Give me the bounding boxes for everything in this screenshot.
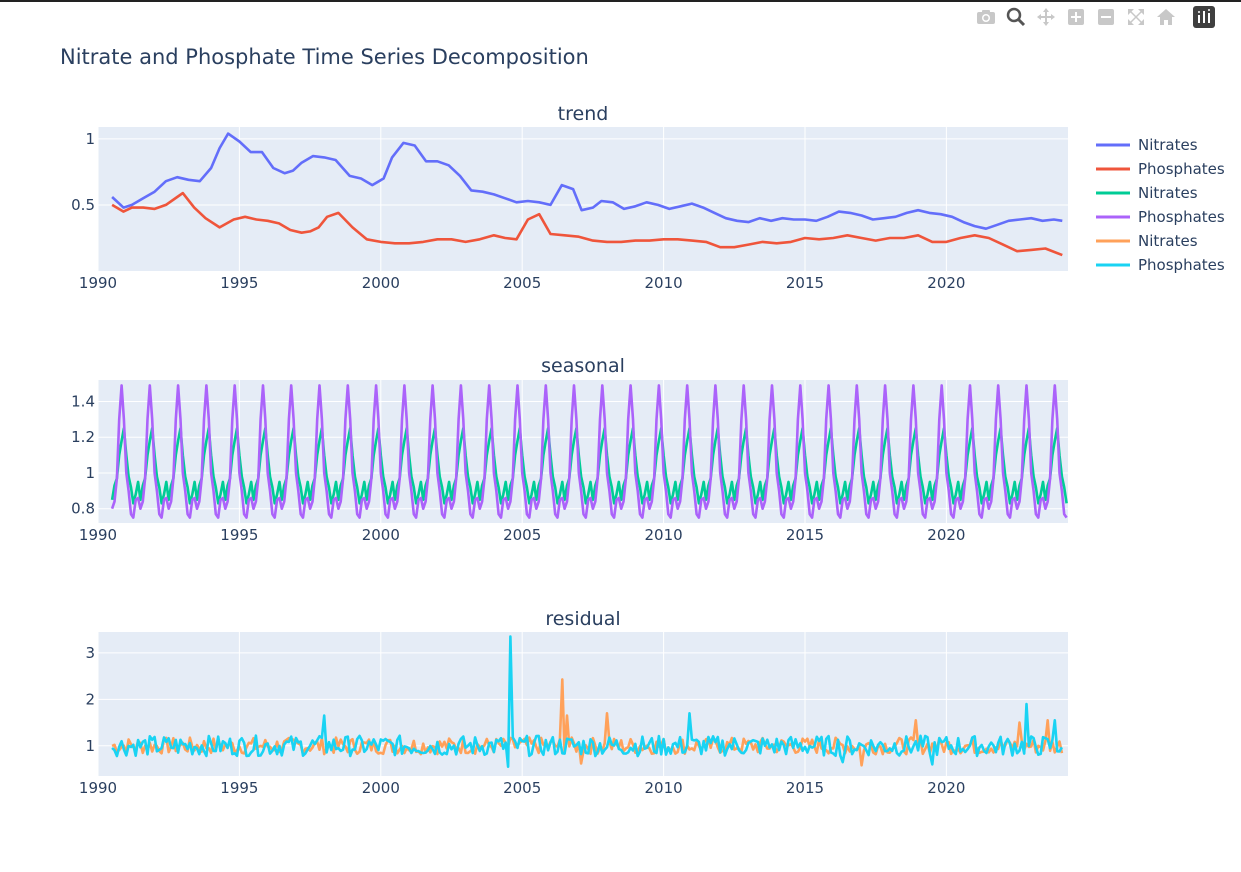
x-tick-label: 2010	[645, 779, 683, 797]
subplot-seasonal: 1990 1995 2000 2005 2010 2015 2020 1.4 1.2 1 0.8 se…	[71, 355, 1068, 544]
x-tick-label: 2015	[786, 779, 824, 797]
x-tick-label: 1995	[220, 526, 258, 544]
subplot-residual: 1990 1995 2000 2005 2010 2015 2020 3 2 1 residual	[79, 608, 1068, 797]
legend-label: Phosphates	[1138, 208, 1225, 226]
x-tick-label: 2000	[362, 274, 400, 292]
legend-item-nitrates[interactable]: Nitrates	[1096, 232, 1198, 250]
x-tick-label: 1990	[79, 274, 117, 292]
legend-item-nitrates[interactable]: Nitrates	[1096, 136, 1198, 154]
window-top-border	[0, 0, 1241, 2]
plot-modebar	[975, 6, 1215, 28]
plotly-logo-icon[interactable]	[1193, 6, 1215, 28]
legend-label: Phosphates	[1138, 256, 1225, 274]
x-tick-label: 2010	[645, 274, 683, 292]
series-line-phosphates	[111, 191, 1063, 257]
camera-icon[interactable]	[975, 6, 997, 28]
legend-label: Nitrates	[1138, 184, 1198, 202]
x-tick-label: 2005	[503, 526, 541, 544]
y-tick-label: 1	[85, 464, 95, 482]
pan-icon[interactable]	[1035, 6, 1057, 28]
y-tick-label: 0.5	[71, 196, 95, 214]
x-tick-label: 1995	[220, 779, 258, 797]
y-tick-label: 2	[85, 690, 95, 708]
legend-item-phosphates[interactable]: Phosphates	[1096, 160, 1225, 178]
x-tick-label: 1995	[220, 274, 258, 292]
y-tick-label: 1	[85, 737, 95, 755]
legend-item-phosphates[interactable]: Phosphates	[1096, 256, 1225, 274]
legend-item-phosphates[interactable]: Phosphates	[1096, 208, 1225, 226]
series-line-phosphates	[110, 384, 1068, 519]
chart-title: Nitrate and Phosphate Time Series Decomp…	[60, 45, 589, 69]
autoscale-icon[interactable]	[1125, 6, 1147, 28]
y-tick-label: 0.8	[71, 500, 95, 518]
x-tick-label: 2000	[362, 526, 400, 544]
zoom-icon[interactable]	[1005, 6, 1027, 28]
y-tick-label: 1	[85, 130, 95, 148]
x-tick-label: 1990	[79, 526, 117, 544]
x-tick-label: 2005	[503, 274, 541, 292]
series-line-nitrates	[111, 132, 1063, 230]
series-line-phosphates	[111, 635, 1064, 768]
subplot-title: seasonal	[541, 355, 625, 377]
subplot-title: residual	[545, 608, 620, 630]
x-tick-label: 2020	[927, 526, 965, 544]
zoom-out-icon[interactable]	[1095, 6, 1117, 28]
x-tick-label: 2020	[927, 779, 965, 797]
plot-background	[98, 127, 1068, 271]
legend-label: Nitrates	[1138, 136, 1198, 154]
x-tick-label: 2015	[786, 526, 824, 544]
y-tick-label: 1.2	[71, 428, 95, 446]
legend-label: Phosphates	[1138, 160, 1225, 178]
legend-label: Nitrates	[1138, 232, 1198, 250]
y-tick-label: 1.4	[71, 392, 95, 410]
home-icon[interactable]	[1155, 6, 1177, 28]
legend-item-nitrates[interactable]: Nitrates	[1096, 184, 1198, 202]
y-tick-label: 3	[85, 644, 95, 662]
x-tick-label: 2010	[645, 526, 683, 544]
subplot-trend: 1990 1995 2000 2005 2010 2015 2020 1 0.5 trend	[71, 103, 1068, 292]
x-tick-label: 2005	[503, 779, 541, 797]
subplot-title: trend	[558, 103, 609, 125]
x-tick-label: 1990	[79, 779, 117, 797]
x-tick-label: 2000	[362, 779, 400, 797]
chart-legend: Nitrates Phosphates Nitrates Phosphates Nitr…	[1096, 136, 1225, 274]
zoom-in-icon[interactable]	[1065, 6, 1087, 28]
x-tick-label: 2020	[927, 274, 965, 292]
x-tick-label: 2015	[786, 274, 824, 292]
